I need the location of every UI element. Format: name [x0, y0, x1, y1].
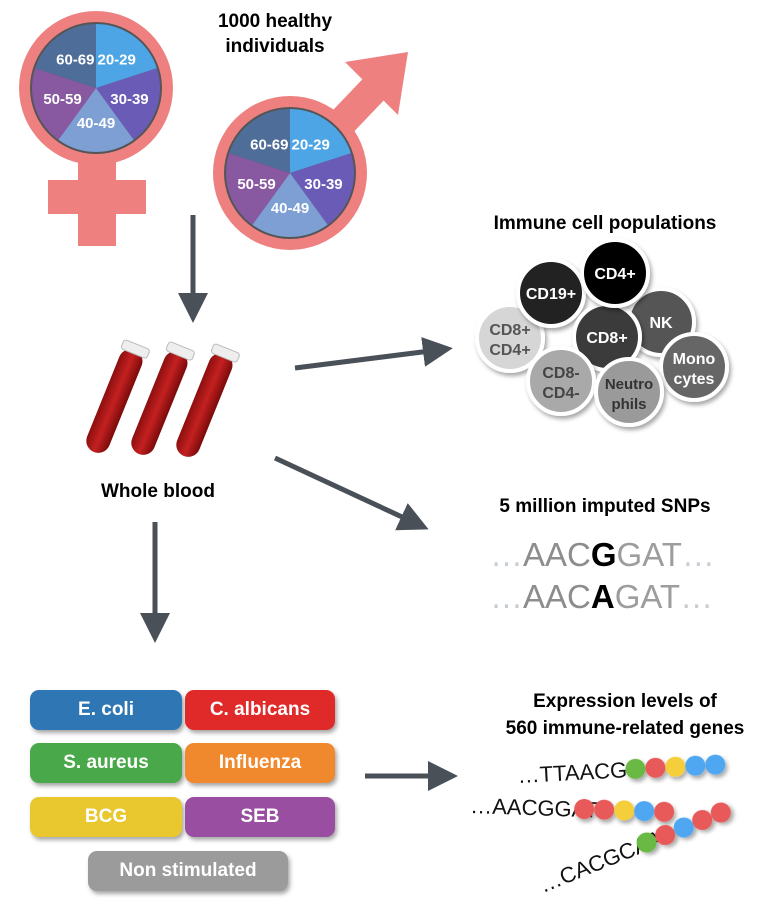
- stimulus-e-coli: E. coli: [30, 690, 182, 730]
- svg-text:CD8-: CD8-: [542, 365, 579, 382]
- cell-neutrophils: Neutro phils: [594, 357, 664, 427]
- whole-blood-label: Whole blood: [101, 481, 215, 502]
- expression-title-2: 560 immune-related genes: [506, 718, 745, 739]
- male-symbol-icon: 20-29 30-39 40-49 50-59 60-69: [213, 52, 408, 250]
- female-symbol-icon: 20-29 30-39 40-49 50-59 60-69: [19, 11, 173, 246]
- svg-text:cytes: cytes: [674, 371, 715, 388]
- pie-slice-40-49: [58, 88, 134, 152]
- expression-dot: [614, 800, 635, 821]
- svg-text:CD4+: CD4+: [489, 342, 530, 359]
- stimulus-s-aureus: S. aureus: [30, 743, 182, 783]
- expression-dot: [685, 755, 706, 776]
- pie-label-60-69: 60-69: [56, 52, 94, 69]
- pie-slice-20-29: [290, 109, 351, 173]
- svg-text:phils: phils: [611, 396, 646, 413]
- blood-tubes-icon: [86, 339, 240, 457]
- svg-text:Mono: Mono: [673, 351, 716, 368]
- svg-text:CD4-: CD4-: [542, 385, 579, 402]
- cell-cd4: CD4+: [580, 238, 650, 308]
- pie-label-30-39: 30-39: [110, 91, 148, 108]
- pie-slice-50-59: [226, 153, 290, 225]
- pie-slice-20-29: [96, 24, 157, 88]
- expression-dot: [673, 817, 694, 838]
- svg-text:…TTAACGG: …TTAACGG: [517, 756, 645, 788]
- gene-strand-1: …TTAACGG: [517, 754, 726, 788]
- immune-title: Immune cell populations: [494, 213, 717, 234]
- pie-slice-30-39: [96, 68, 161, 140]
- pie-label-50-59: 50-59: [237, 176, 275, 193]
- expression-dot: [636, 832, 657, 853]
- pie-label-40-49: 40-49: [77, 115, 115, 132]
- pie-label-40-49: 40-49: [271, 200, 309, 217]
- arrow-to-snps: [273, 455, 429, 531]
- pie-slice-30-39: [290, 153, 354, 225]
- stimulus-seb: SEB: [185, 797, 335, 837]
- expression-dot: [634, 801, 655, 822]
- svg-text:Neutro: Neutro: [605, 376, 653, 393]
- snps-title: 5 million imputed SNPs: [499, 496, 710, 517]
- expression-title-1: Expression levels of: [533, 691, 717, 712]
- immune-cells: CD8+ CD4+ CD19+ NK CD8+ CD4+ Mono cytes CD8- CD4-…: [475, 238, 729, 427]
- pie-slice-50-59: [32, 68, 96, 140]
- svg-text:CD19+: CD19+: [526, 286, 576, 303]
- cell-monocytes: Mono cytes: [659, 332, 729, 402]
- expression-dot: [625, 758, 646, 779]
- cell-cd19: CD19+: [516, 258, 586, 328]
- cell-cd8cd4: CD8- CD4-: [526, 346, 596, 416]
- snp-sequences: …AACGGAT… …AACAGAT…: [490, 536, 715, 615]
- expression-dot: [705, 754, 726, 775]
- pie-slice-40-49: [252, 173, 328, 238]
- snp-sequence-2: …AACAGAT…: [490, 578, 713, 615]
- pie-label-60-69: 60-69: [250, 137, 288, 154]
- pie-slice-60-69: [229, 109, 290, 173]
- expression-dot: [645, 757, 666, 778]
- expression-dot: [655, 825, 676, 846]
- male-age-pie: 20-29 30-39 40-49 50-59 60-69: [224, 107, 356, 239]
- stimulus-non-stimulated: Non stimulated: [88, 851, 288, 891]
- stimulus-bcg: BCG: [30, 797, 182, 837]
- expression-dot: [710, 802, 731, 823]
- cohort-title-line1: 1000 healthy: [218, 11, 332, 32]
- svg-text:CD8+: CD8+: [586, 330, 627, 347]
- gene-strands: …TTAACGG …AACGGAT …CACGCAA: [470, 754, 731, 898]
- stimulus-c-albicans: C. albicans: [185, 690, 335, 730]
- stimulus-influenza: Influenza: [185, 743, 335, 783]
- cell-cd8: CD8+: [572, 302, 642, 372]
- cohort-title-line2: individuals: [225, 36, 324, 57]
- expression-dot: [654, 801, 675, 822]
- pie-label-30-39: 30-39: [304, 176, 342, 193]
- svg-text:CD4+: CD4+: [594, 266, 635, 283]
- expression-dot: [692, 810, 713, 831]
- expression-dot: [665, 756, 686, 777]
- snp-sequence-1: …AACGGAT…: [490, 536, 715, 573]
- svg-text:CD8+: CD8+: [489, 322, 530, 339]
- expression-dot: [574, 798, 595, 819]
- gene-strand-2: …AACGGAT: [470, 793, 675, 822]
- pie-label-20-29: 20-29: [98, 52, 136, 69]
- pie-label-50-59: 50-59: [43, 91, 81, 108]
- pie-label-20-29: 20-29: [292, 137, 330, 154]
- svg-text:NK: NK: [649, 315, 673, 332]
- pie-slice-60-69: [35, 24, 96, 88]
- female-age-pie: 20-29 30-39 40-49 50-59 60-69: [30, 22, 162, 154]
- cell-cd8cd4: CD8+ CD4+: [475, 303, 545, 373]
- arrow-to-cells: [294, 336, 453, 371]
- expression-dot: [594, 799, 615, 820]
